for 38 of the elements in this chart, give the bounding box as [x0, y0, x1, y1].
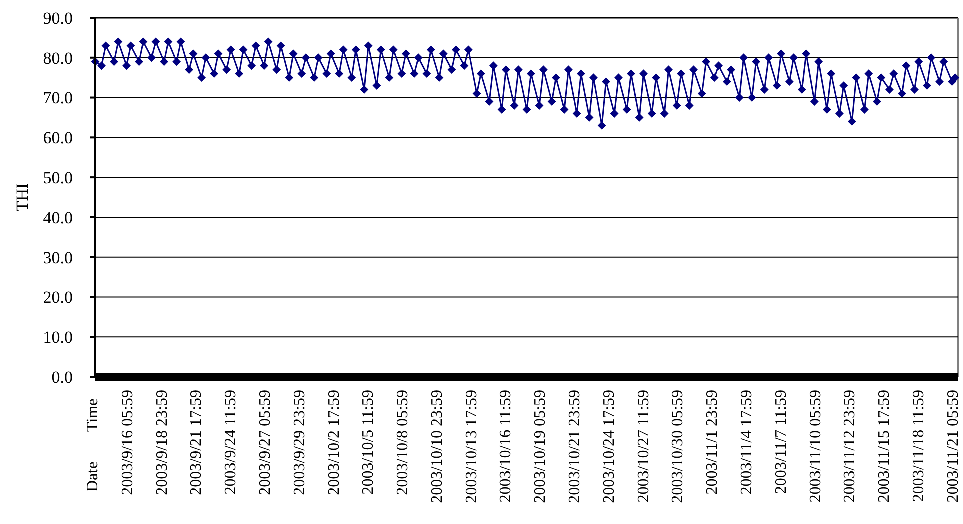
y-tick-label: 60.0 [43, 128, 73, 148]
y-tick-label: 90.0 [43, 8, 73, 28]
x-tick-label: 2003/10/24 17:59 [600, 390, 618, 504]
y-tick-label: 10.0 [43, 328, 73, 348]
x-tick-label: 2003/11/21 05:59 [944, 390, 962, 503]
x-tick-label: 2003/10/21 23:59 [566, 390, 584, 504]
text: Time [84, 398, 102, 432]
x-tick-label: 2003/9/21 17:59 [188, 390, 206, 496]
x-tick-label: 2003/11/12 23:59 [842, 390, 859, 503]
x-tick-label: 2003/9/16 05:59 [119, 390, 136, 496]
y-tick-label: 20.0 [43, 288, 73, 308]
x-tick-label: 2003/11/10 05:59 [807, 390, 824, 503]
x-tick-label: 2003/10/8 05:59 [394, 390, 412, 496]
y-tick-label: 40.0 [43, 208, 73, 228]
x-tick-label: 2003/10/2 17:59 [326, 390, 343, 496]
x-tick-label: 2003/9/24 11:59 [222, 390, 240, 495]
y-tick-label: 80.0 [43, 48, 73, 68]
y-tick-label: 70.0 [43, 88, 73, 108]
x-tick-label: 2003/11/4 17:59 [738, 390, 756, 495]
y-tick-label: 0.0 [52, 368, 73, 387]
y-axis-title: THI [12, 183, 32, 212]
x-tick-label: 2003/11/7 11:59 [772, 390, 790, 494]
x-tick-label: 2003/10/5 11:59 [360, 390, 378, 495]
x-tick-label: 2003/10/10 23:59 [428, 390, 446, 504]
x-tick-label: 2003/9/18 23:59 [154, 390, 171, 496]
x-tick-label: 2003/10/16 11:59 [498, 390, 515, 503]
text: Date [84, 462, 102, 492]
x-tick-label: 2003/9/27 05:59 [256, 390, 274, 496]
x-tick-label: 2003/11/1 23:59 [704, 390, 722, 495]
x-tick-label: 2003/10/27 11:59 [635, 390, 652, 503]
x-tick-label: 2003/11/18 11:59 [910, 390, 928, 502]
x-tick-label: 2003/11/15 17:59 [876, 390, 894, 503]
x-tick-label: 2003/10/30 05:59 [670, 390, 687, 504]
y-tick-label: 50.0 [43, 168, 73, 188]
x-tick-label: 2003/9/29 23:59 [291, 390, 308, 496]
x-tick-label: 2003/10/13 17:59 [463, 390, 480, 504]
x-tick-label: 2003/10/19 05:59 [532, 390, 550, 504]
y-tick-label: 30.0 [43, 248, 73, 268]
